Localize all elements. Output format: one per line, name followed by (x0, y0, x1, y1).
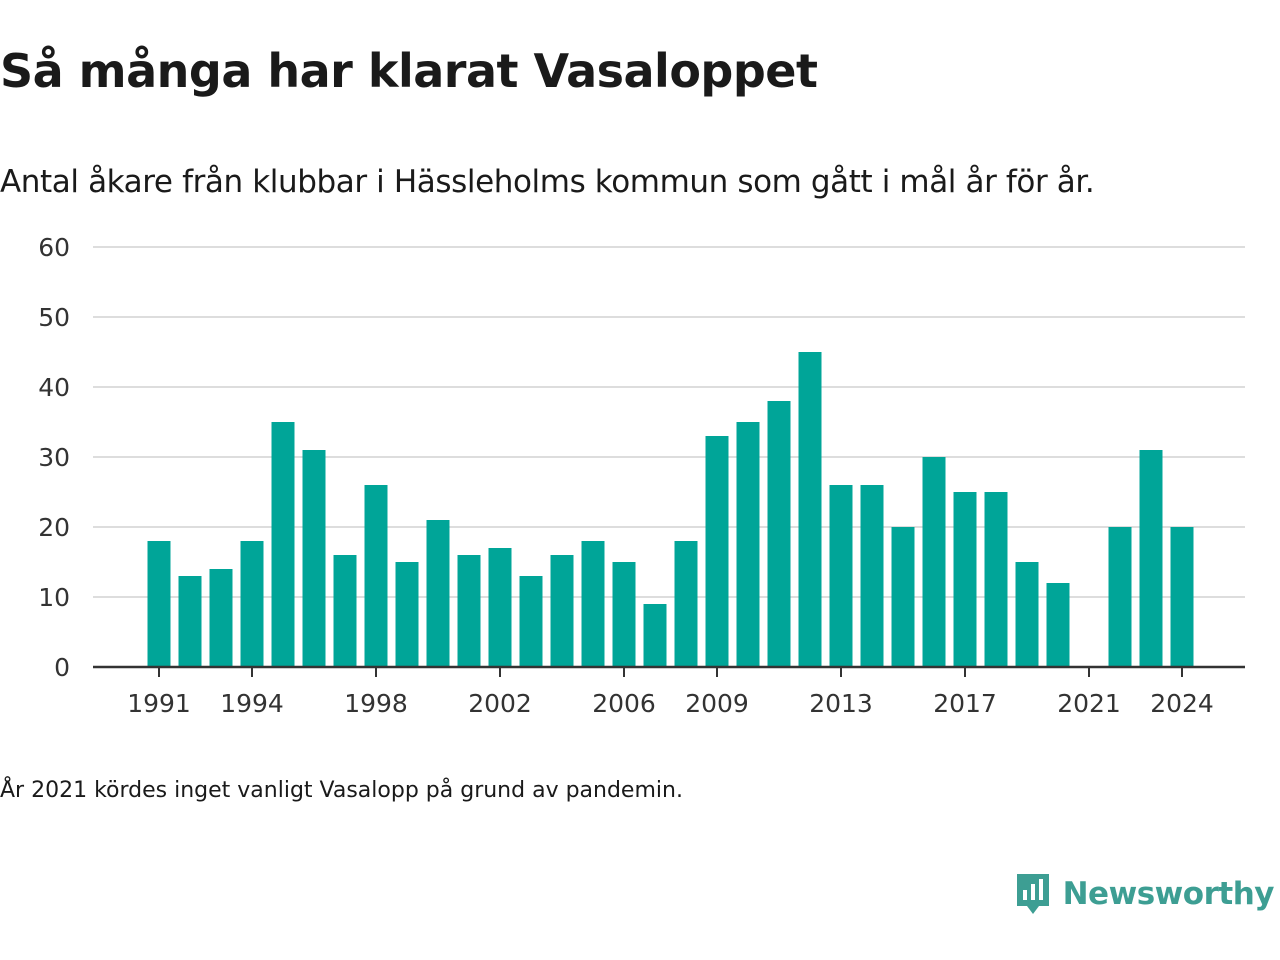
y-tick-label: 20 (38, 513, 70, 542)
chart-title: Så många har klarat Vasaloppet (0, 44, 818, 98)
bar-1991 (147, 541, 171, 667)
bar-2020 (1046, 583, 1070, 667)
x-tick-label: 2013 (809, 689, 873, 718)
bar-2015 (891, 527, 915, 667)
y-tick-label: 10 (38, 583, 70, 612)
bar-2008 (674, 541, 698, 667)
bar-2003 (519, 576, 543, 667)
bar-1996 (302, 450, 326, 667)
bar-2007 (643, 604, 667, 667)
bar-2014 (860, 485, 884, 667)
bar-1997 (333, 555, 357, 667)
y-tick-label: 50 (38, 303, 70, 332)
bar-2012 (798, 352, 822, 667)
bar-2011 (767, 401, 791, 667)
bar-2023 (1139, 450, 1163, 667)
x-tick-label: 1991 (127, 689, 191, 718)
x-tick-label: 1994 (220, 689, 284, 718)
y-axis-ticks: 0 10 20 30 40 50 60 (38, 233, 70, 682)
bar-1992 (178, 576, 202, 667)
x-tick-label: 2006 (592, 689, 656, 718)
newsworthy-logo: Newsworthy (1013, 870, 1275, 918)
bar-2010 (736, 422, 760, 667)
newsworthy-logo-icon (1016, 874, 1049, 914)
x-tick-label: 2021 (1057, 689, 1121, 718)
y-tick-label: 30 (38, 443, 70, 472)
bar-2017 (953, 492, 977, 667)
y-tick-label: 40 (38, 373, 70, 402)
bar-2013 (829, 485, 853, 667)
bar-1995 (271, 422, 295, 667)
bar-2006 (612, 562, 636, 667)
bar-2005 (581, 541, 605, 667)
bar-2002 (488, 548, 512, 667)
x-tick-label: 2024 (1150, 689, 1214, 718)
bar-2018 (984, 492, 1008, 667)
bar-1998 (364, 485, 388, 667)
y-tick-label: 0 (54, 653, 70, 682)
bar-2009 (705, 436, 729, 667)
bar-2024 (1170, 527, 1194, 667)
x-axis-ticks: 1991 1994 1998 2002 2006 2009 2013 2017 2021 2024 (127, 667, 1214, 718)
bar-2016 (922, 457, 946, 667)
gridlines (93, 246, 1245, 598)
bars (147, 352, 1194, 667)
x-tick-label: 2009 (685, 689, 749, 718)
x-tick-label: 2017 (933, 689, 997, 718)
bar-1994 (240, 541, 264, 667)
bar-2000 (426, 520, 450, 667)
bar-1993 (209, 569, 233, 667)
x-tick-label: 2002 (468, 689, 532, 718)
brand-name: Newsworthy (1062, 876, 1275, 912)
chart-subtitle: Antal åkare från klubbar i Hässleholms k… (0, 164, 1095, 200)
bar-chart: 0 10 20 30 40 50 60 1991 1994 1998 2002 2006 2009 20… (38, 233, 1245, 718)
bar-2001 (457, 555, 481, 667)
bar-2004 (550, 555, 574, 667)
bar-2022 (1108, 527, 1132, 667)
bar-2019 (1015, 562, 1039, 667)
footnote: År 2021 kördes inget vanligt Vasalopp på… (0, 778, 683, 803)
x-tick-label: 1998 (344, 689, 408, 718)
bar-1999 (395, 562, 419, 667)
y-tick-label: 60 (38, 233, 70, 262)
